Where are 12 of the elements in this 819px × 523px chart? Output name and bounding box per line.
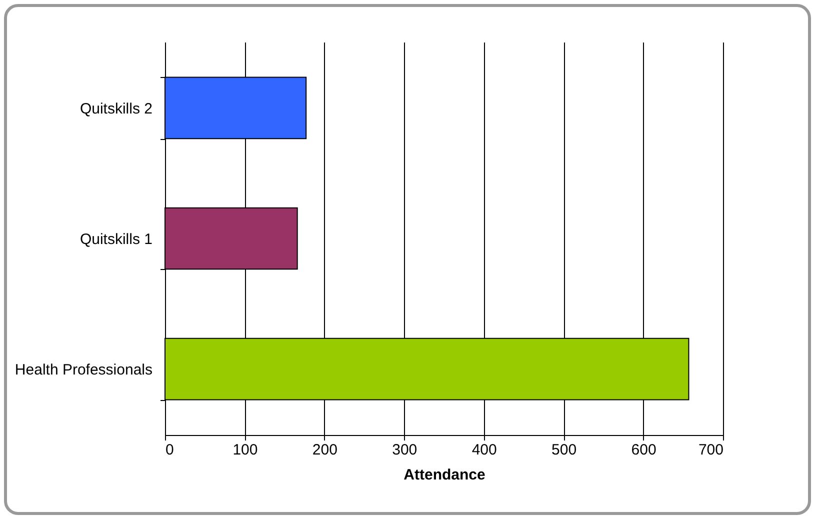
x-tick-label: 100 [232,442,258,458]
y-tick-label: Quitskills 1 [80,231,152,248]
x-tick-label: 400 [472,442,497,458]
x-tick-label: 600 [631,442,656,458]
y-tick-label: Quitskills 2 [80,100,152,118]
x-tick-label: 200 [312,442,338,458]
x-tick-label: 700 [698,442,724,458]
x-axis-title: Attendance [404,466,486,484]
x-tick-label: 500 [552,442,577,458]
x-tick-label: 0 [166,442,174,458]
x-tick-label: 300 [392,442,418,458]
y-tick-label: Health Professionals [14,362,152,379]
